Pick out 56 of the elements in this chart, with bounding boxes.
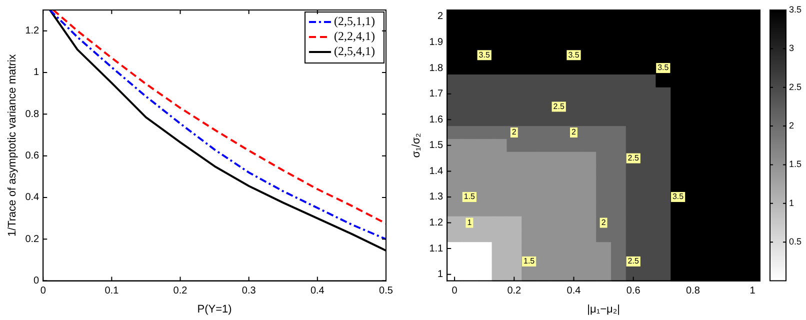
color-bar-label: 1.5	[789, 159, 802, 170]
data-label: 3.5	[672, 192, 684, 202]
x-tick-label: 1	[750, 286, 756, 297]
x-tick-label: 0.4	[310, 286, 325, 297]
color-bar-label: 3.5	[789, 4, 802, 14]
data-label: 1	[467, 218, 472, 227]
y-tick-label: 1.6	[429, 114, 444, 126]
y-tick-label: 1	[438, 269, 444, 280]
x-axis-title: P(Y=1)	[197, 303, 232, 316]
data-label: 1.5	[464, 192, 476, 202]
x-tick-label: 0.4	[566, 286, 582, 297]
y-tick-label: 0.6	[25, 150, 40, 162]
y-tick-label: 1.5	[429, 140, 444, 152]
y-tick-label: 1.2	[429, 218, 444, 229]
y-tick-label: 1.3	[429, 192, 444, 203]
color-bar-label: 1	[789, 198, 794, 208]
data-label: 1.5	[523, 256, 536, 266]
legend-label: (2,2,4,1)	[334, 29, 376, 44]
y-tick-label: 1.9	[429, 36, 444, 48]
y-tick-label: 0.2	[25, 234, 40, 245]
data-label: 3.5	[658, 63, 670, 72]
y-tick-label: 1.2	[25, 26, 40, 37]
data-label: 2.5	[628, 154, 640, 162]
y-tick-label: 0.4	[25, 192, 40, 204]
x-tick-label: 0.2	[507, 286, 522, 297]
y-tick-label: 2	[438, 11, 444, 22]
color-bar-label: 2.5	[789, 82, 802, 92]
y-tick-label: 0	[34, 276, 40, 287]
data-label: 2.5	[553, 102, 565, 111]
y-tick-label: 1.8	[429, 62, 444, 74]
y-tick-label: 1.1	[429, 243, 444, 254]
legend-label: (2,5,4,1)	[334, 44, 376, 58]
data-label: 3.5	[568, 50, 580, 60]
y-tick-label: 1.7	[429, 88, 444, 100]
data-label: 2	[512, 128, 517, 137]
color-bar-label: 0.5	[789, 236, 802, 247]
data-label: 2	[601, 218, 606, 227]
y-axis-title: 1/Trace of asymptotic variance matrix	[6, 54, 19, 237]
data-label: 2.5	[628, 256, 640, 266]
x-tick-label: 0.3	[242, 286, 256, 297]
x-tick-label: 0.5	[379, 286, 394, 297]
x-tick-label: 0	[452, 286, 458, 297]
y-axis-title: σ₁/σ₂	[410, 133, 423, 158]
y-tick-label: 1.4	[429, 166, 444, 177]
x-tick-label: 0.1	[104, 286, 120, 297]
x-axis-title: |μ₁−μ₂|	[587, 303, 620, 316]
y-tick-label: 1	[34, 67, 40, 78]
x-tick-label: 0.8	[686, 286, 700, 297]
x-tick-label: 0.2	[173, 286, 188, 297]
legend-label: (2,5,1,1)	[334, 14, 376, 28]
color-bar-label: 3	[789, 43, 794, 54]
color-bar-label: 2	[789, 120, 794, 131]
data-label: 3.5	[478, 50, 490, 60]
y-tick-label: 0.8	[25, 108, 40, 120]
x-tick-label: 0.6	[626, 286, 641, 297]
data-label: 2	[572, 128, 577, 137]
